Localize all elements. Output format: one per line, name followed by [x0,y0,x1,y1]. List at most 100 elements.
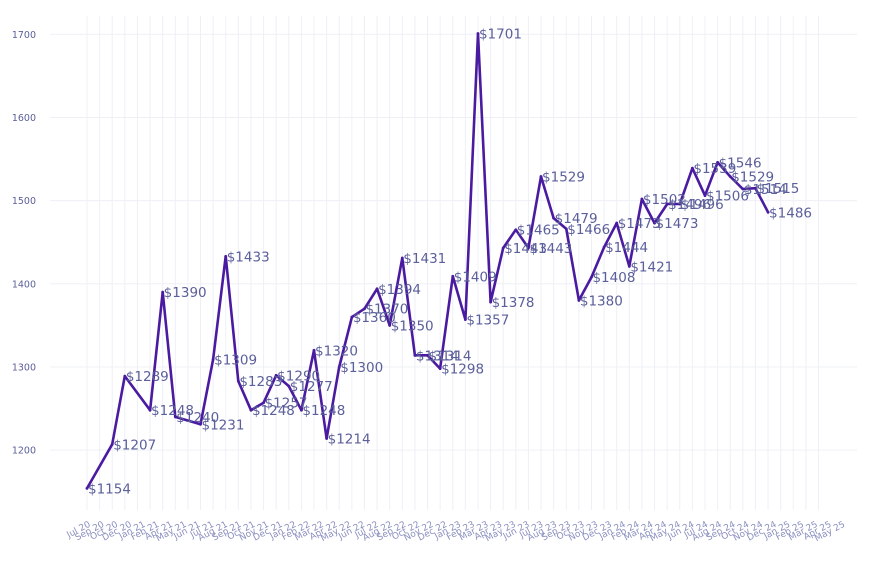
data-label: $1506 [706,189,749,205]
data-label: $1350 [391,318,434,334]
data-label: $1257 [265,396,308,412]
data-label: $1248 [151,403,194,419]
data-point [300,408,303,412]
data-label: $1290 [277,368,320,384]
data-label: $1433 [227,249,270,265]
y-axis-tick-labels: 1200 1300 1400 1500 1600 1700 [12,30,36,457]
data-point [690,166,694,170]
data-point [716,160,720,164]
data-point [476,32,480,35]
data-label: $1283 [239,374,282,390]
y-tick-label: 1400 [12,279,36,290]
data-point [653,221,656,225]
data-label: $1408 [592,270,635,286]
data-label: $1357 [466,313,509,329]
data-label: $1320 [315,343,358,359]
data-label: $1546 [719,155,762,171]
data-label: $1409 [454,269,497,285]
data-point [590,275,593,279]
data-point [312,348,316,352]
data-point [274,373,278,377]
data-point [287,384,291,388]
data-label: $1444 [605,240,648,256]
data-point [350,315,354,319]
series-line-layer [85,32,770,490]
data-point [199,422,202,426]
data-point [463,318,467,321]
data-point [148,408,152,412]
data-point [728,175,732,178]
data-point [627,264,631,268]
series-line [85,32,770,490]
data-label: $1473 [618,216,661,232]
data-point [754,186,757,190]
data-label: $1314 [416,348,459,364]
data-point [539,175,543,178]
data-point [388,323,392,327]
data-point [262,401,265,405]
data-label: $1214 [328,431,371,447]
data-point [527,246,530,250]
data-point [577,299,581,302]
data-point [249,408,253,412]
data-label: $1479 [555,211,598,227]
data-label: $1421 [630,259,673,275]
data-label: $1701 [479,26,522,42]
data-label: $1298 [441,362,484,378]
data-label: $1486 [769,205,812,221]
data-label: $1240 [176,410,219,426]
data-point [325,437,329,440]
data-point [766,210,770,214]
data-label: $1443 [529,241,572,257]
data-label: $1370 [365,302,408,318]
y-tick-label: 1600 [12,113,36,124]
data-point [110,442,114,446]
data-label: $1394 [378,282,421,298]
data-label: $1514 [744,182,787,198]
data-label: $1277 [290,379,333,395]
data-label: $1390 [164,285,207,301]
data-label: $1154 [88,481,131,497]
data-point [501,246,505,250]
data-label: $1431 [403,251,446,267]
data-point [363,307,366,311]
data-point [451,274,455,278]
data-point [489,300,492,304]
data-label: $1378 [492,295,535,311]
data-point [123,374,127,378]
data-label: $1465 [517,223,560,239]
data-point [400,256,404,260]
y-tick-label: 1500 [12,196,36,207]
data-label: $1515 [756,181,799,197]
data-point [85,486,89,490]
data-label: $1539 [693,161,736,177]
data-point [426,353,429,357]
data-point [375,287,379,291]
data-label: $1529 [731,170,774,186]
data-label: $1207 [113,437,156,453]
y-tick-label: 1700 [12,30,36,41]
data-point [438,367,442,371]
data-point [703,194,707,198]
data-point [552,216,556,220]
data-point [741,187,745,191]
data-point [514,228,518,232]
data-label: $1443 [504,241,547,257]
data-label: $1496 [681,197,724,213]
data-point [678,202,682,206]
data-point [602,245,606,249]
data-point [211,358,215,361]
data-label: $1496 [668,197,711,213]
data-point [173,415,177,419]
data-point [236,379,240,383]
y-tick-label: 1200 [12,446,36,457]
data-label: $1231 [202,417,245,433]
data-point [337,365,341,369]
data-point [413,353,417,357]
data-label: $1309 [214,352,257,368]
data-point [665,202,669,206]
data-label: $1502 [643,192,686,208]
data-point [615,221,619,225]
